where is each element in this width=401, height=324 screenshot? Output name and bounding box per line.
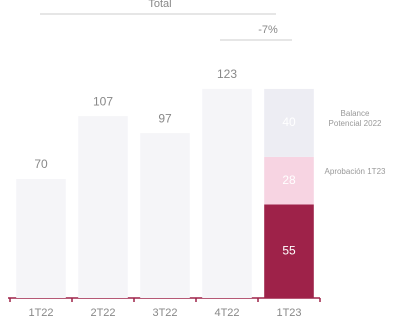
x-tick-label: 1T23 [276,307,301,319]
value-label: 70 [34,157,48,171]
x-tick-label: 4T22 [214,307,239,319]
x-tick-label: 2T22 [90,307,115,319]
x-tick-label: 1T22 [28,307,53,319]
bar [140,133,190,298]
legend-label: Balance Potencial 2022 [328,108,382,128]
value-label: 97 [158,111,172,125]
annotation: -7% [258,24,278,36]
bar [78,116,128,298]
legend-label: Aprobación 1T23 [324,166,386,176]
value-label: 55 [282,243,296,257]
annotation: Total [148,0,171,10]
value-label: 107 [93,94,113,108]
x-tick-label: 3T22 [152,307,177,319]
value-label: 40 [282,115,296,129]
bar [202,88,252,299]
bar [264,156,314,205]
bar [16,179,66,298]
value-label: 28 [282,173,296,187]
bar [264,204,314,298]
bar [264,88,314,157]
value-label: 123 [217,67,237,81]
